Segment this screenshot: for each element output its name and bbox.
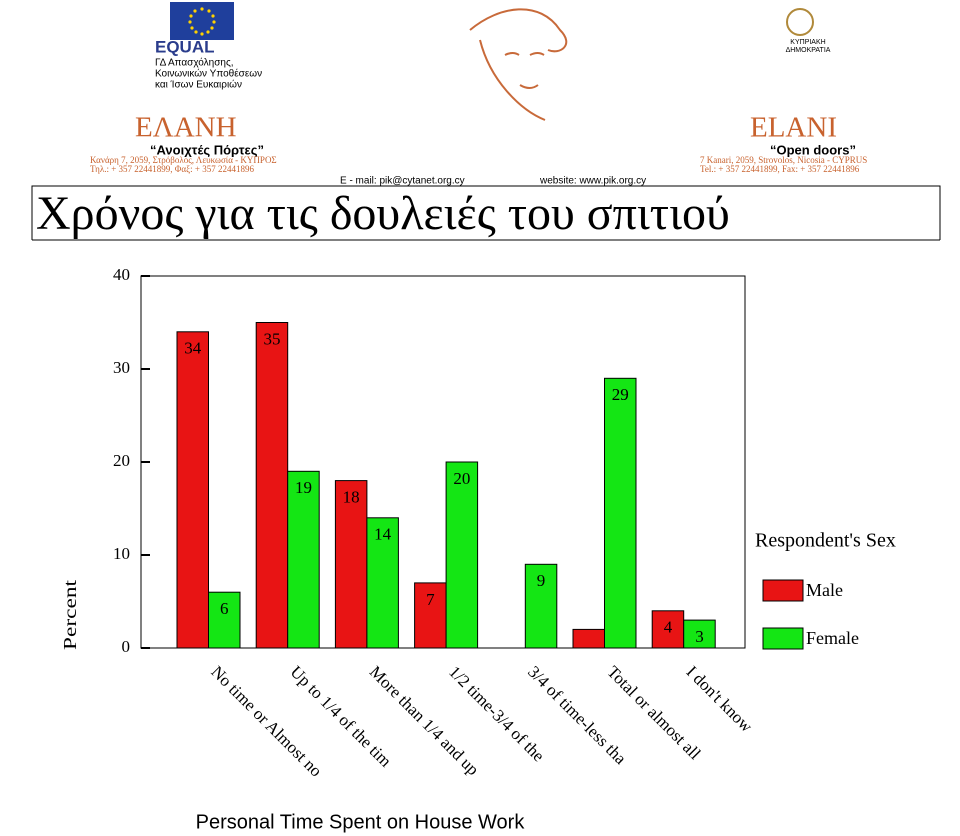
legend-title: Respondent's Sex	[755, 530, 896, 552]
data-label: 35	[263, 329, 280, 348]
state-line: ΔΗΜΟΚΡΑΤΙΑ	[786, 47, 831, 54]
data-label: 9	[537, 571, 546, 590]
motto-gr: “Ανοιχτές Πόρτες”	[150, 142, 264, 157]
y-tick-label: 10	[113, 544, 130, 563]
org-line: Κοινωνικών Υποθέσεων	[155, 68, 262, 80]
bar	[287, 470, 320, 649]
x-tick-label: I don't know	[683, 662, 757, 736]
legend-swatch	[762, 579, 804, 602]
title-box	[31, 185, 941, 240]
org-line: και Ίσων Ευκαιριών	[155, 79, 242, 91]
bar	[255, 322, 289, 649]
bar	[208, 591, 241, 649]
x-axis-title: Personal Time Spent on House Work	[196, 811, 526, 833]
eu-stars	[188, 7, 216, 36]
data-label: 19	[295, 478, 312, 497]
y-tick-label: 0	[122, 637, 131, 656]
y-axis-title: Percent	[60, 580, 80, 650]
bar	[445, 461, 479, 649]
data-label: 20	[453, 469, 470, 488]
woman-sketch	[469, 8, 568, 121]
legend-label: Female	[806, 628, 859, 648]
bar	[683, 619, 716, 649]
name-gr: ΕΛΑΝΗ	[135, 112, 237, 144]
equal-logo: EQUAL	[155, 37, 215, 56]
bar	[524, 563, 558, 649]
bar	[572, 628, 605, 649]
bar	[651, 610, 685, 649]
y-tick-label: 30	[113, 358, 130, 377]
motto-en: “Open doors”	[770, 142, 856, 157]
data-label: 34	[184, 339, 202, 358]
address-en: Tel.: + 357 22441899, Fax: + 357 2244189…	[700, 164, 860, 174]
data-label: 29	[612, 385, 629, 404]
legend-label: Male	[806, 580, 843, 600]
data-label: 18	[343, 488, 360, 507]
chart-title: Χρόνος για τις δουλειές του σπιτιού	[36, 187, 730, 240]
data-label: 4	[664, 618, 673, 637]
legend-swatch	[762, 627, 804, 650]
address-gr: Κανάρη 7, 2059, Στρόβολος, Λευκωσία - ΚΥ…	[90, 155, 277, 165]
y-tick-label: 40	[113, 265, 130, 284]
bar	[414, 582, 447, 649]
bar	[366, 517, 399, 649]
cyprus-emblem	[786, 8, 814, 36]
website: website: www.pik.org.cy	[539, 176, 646, 187]
email: E - mail: pik@cytanet.org.cy	[340, 176, 465, 187]
data-label: 7	[426, 590, 435, 609]
bar	[604, 377, 637, 649]
y-tick-label: 20	[113, 451, 130, 470]
org-line: ΓΔ Απασχόλησης,	[155, 57, 234, 69]
data-label: 3	[695, 627, 704, 646]
address-gr: Τηλ.: + 357 22441899, Φαξ: + 357 2244189…	[90, 164, 254, 174]
name-en: ELANI	[750, 112, 837, 144]
data-label: 6	[220, 599, 229, 618]
state-line: ΚΥΠΡΙΑΚΗ	[790, 39, 825, 46]
bar	[176, 331, 209, 649]
data-label: 14	[374, 525, 392, 544]
address-en: 7 Kanari, 2059, Strovolos, Nicosia - CYP…	[700, 155, 867, 165]
